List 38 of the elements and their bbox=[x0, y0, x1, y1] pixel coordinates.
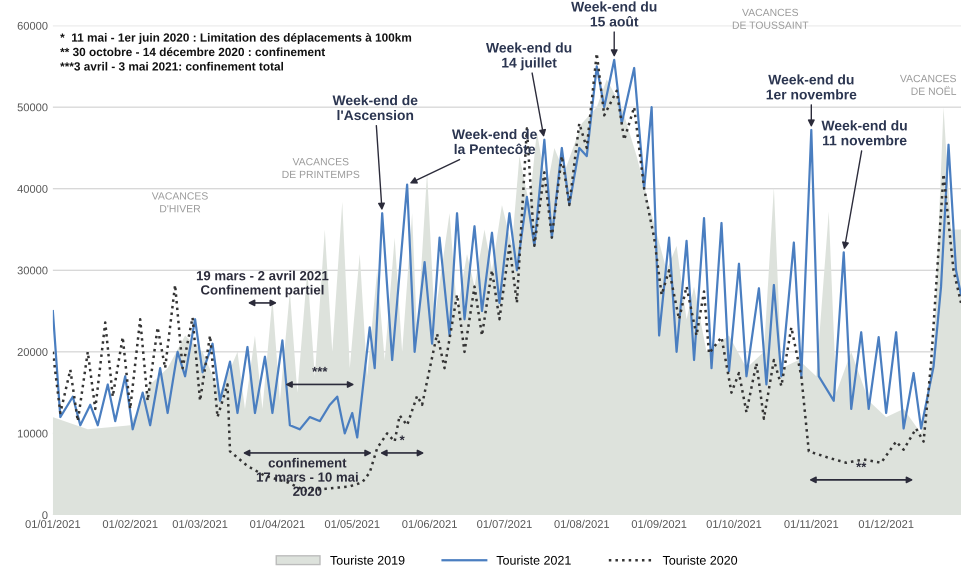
annotation: * bbox=[400, 435, 405, 440]
x-tick-label: 01/03/2021 bbox=[172, 520, 228, 528]
annotation: Week-end du 15 août bbox=[571, 1, 656, 27]
annotation: Week-end de la Pentecôte bbox=[452, 128, 537, 154]
x-tick-label: 01/10/2021 bbox=[706, 520, 762, 528]
annotation: Week-end du 11 novembre bbox=[822, 120, 907, 146]
annotation: VACANCES D'HIVER bbox=[152, 192, 208, 212]
y-tick-label: 10000 bbox=[18, 430, 48, 438]
annotation: Week-end du 14 juillet bbox=[486, 42, 572, 70]
legend-label: Touriste 2019 bbox=[330, 556, 404, 565]
y-tick-label: 60000 bbox=[18, 22, 48, 30]
y-tick-label: 30000 bbox=[18, 266, 48, 274]
x-tick-label: 01/08/2021 bbox=[554, 520, 610, 528]
annotation: VACANCES DE PRINTEMPS bbox=[282, 158, 360, 178]
x-tick-label: 01/05/2021 bbox=[324, 520, 380, 528]
annotation: ** bbox=[856, 462, 866, 468]
legend-label: Touriste 2021 bbox=[496, 556, 571, 565]
x-tick-label: 01/02/2021 bbox=[102, 520, 158, 528]
x-tick-label: 01/06/2021 bbox=[402, 520, 457, 528]
y-tick-label: 0 bbox=[42, 511, 48, 520]
annotation: VACANCES DE NOËL bbox=[900, 74, 956, 95]
x-tick-label: 01/11/2021 bbox=[784, 520, 838, 528]
x-tick-label: 01/01/2021 bbox=[25, 520, 80, 528]
x-tick-label: 01/04/2021 bbox=[250, 520, 305, 528]
annotation: confinement 17 mars - 10 mai 2020 bbox=[256, 458, 358, 496]
y-tick-label: 20000 bbox=[18, 348, 48, 356]
annotation: *** bbox=[312, 366, 328, 372]
annotation: Week-end du 1er novembre bbox=[766, 74, 856, 100]
x-tick-label: 01/12/2021 bbox=[858, 520, 914, 528]
y-tick-label: 40000 bbox=[17, 184, 48, 193]
legend-label: Touriste 2020 bbox=[662, 556, 738, 565]
annotation: * 11 mai - 1er juin 2020 : Limitation des déplacements à 100km ** 30 octobre - 14 décembre 2020 : confinement ***3 avril - 3 mai 2021: confinement total bbox=[60, 32, 412, 71]
annotation: 19 mars - 2 avril 2021 Confinement partiel bbox=[196, 270, 328, 298]
annotation: VACANCES DE TOUSSAINT bbox=[732, 8, 808, 29]
y-tick-label: 50000 bbox=[18, 103, 48, 112]
x-tick-label: 01/09/2021 bbox=[632, 520, 686, 528]
annotation: Week-end de l'Ascension bbox=[332, 95, 418, 120]
x-tick-label: 01/07/2021 bbox=[477, 520, 532, 528]
